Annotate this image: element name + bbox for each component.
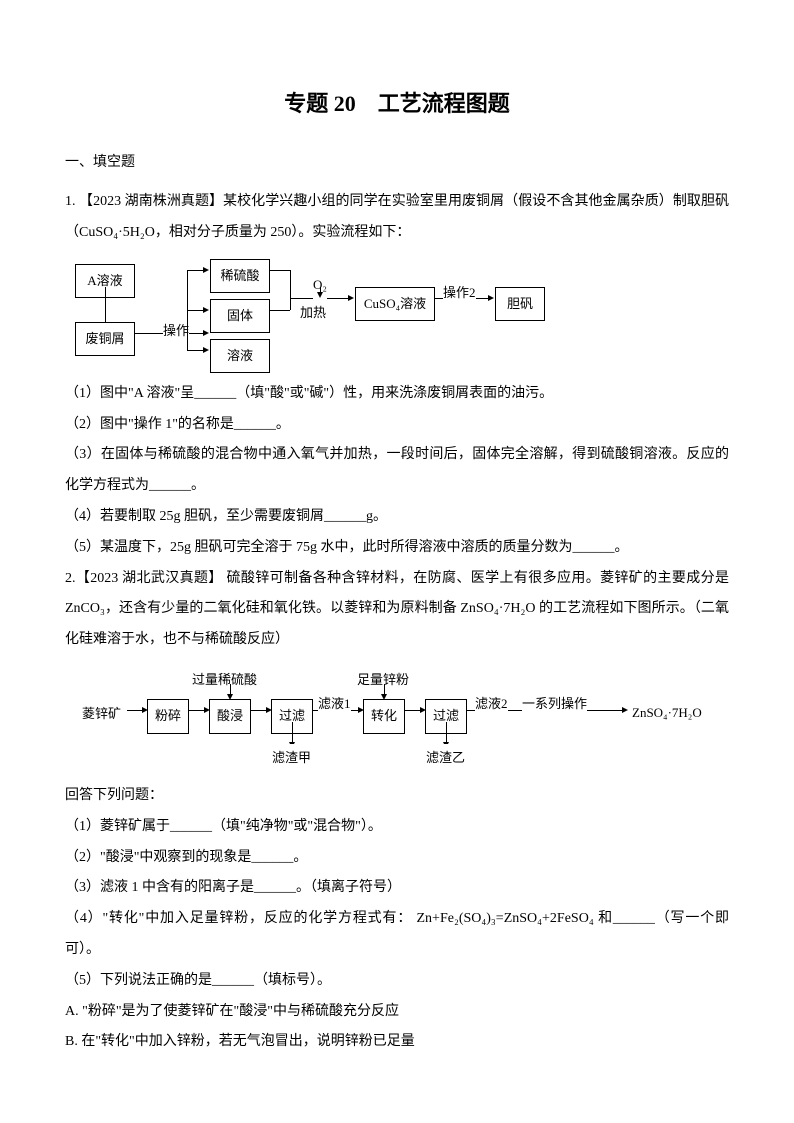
label-zn: 足量锌粉: [357, 666, 409, 695]
line: [270, 310, 290, 311]
arrow: [187, 310, 203, 311]
arrow: [187, 270, 203, 271]
arrow: [127, 710, 142, 711]
node-product: 胆矾: [495, 287, 545, 322]
q2-p2: （2）"酸浸"中观察到的现象是______。: [65, 843, 729, 874]
section-heading: 一、填空题: [65, 148, 729, 179]
q2-intro: 2.【2023 湖北武汉真题】 硫酸锌可制备各种含锌材料，在防腐、医学上有很多应…: [65, 564, 729, 656]
node-acid: 稀硫酸: [210, 259, 270, 294]
node-convert: 转化: [363, 699, 405, 734]
line: [270, 270, 290, 271]
node-leach: 酸浸: [209, 699, 251, 734]
q2-optA: A. "粉碎"是为了使菱锌矿在"酸浸"中与稀硫酸充分反应: [65, 997, 729, 1028]
line: [105, 287, 106, 322]
label-ops: 一系列操作: [522, 690, 587, 719]
q2-p3: （3）滤液 1 中含有的阳离子是______。（填离子符号）: [65, 873, 729, 904]
label-filtrate2: 滤液2: [475, 690, 508, 719]
label-h2so4: 过量稀硫酸: [192, 666, 257, 695]
q2-equation: Zn+Fe₂(SO₄)₃=ZnSO₄+2FeSO₄: [417, 911, 594, 926]
arrow: [187, 350, 203, 351]
node-solution: 溶液: [210, 339, 270, 374]
arrow: [189, 710, 204, 711]
node-ore: 菱锌矿: [82, 700, 121, 729]
flowchart-1: A溶液 废铜屑 稀硫酸 固体 溶液 CuSO₄溶液 胆矾 操作 O₂ 加热 操作…: [75, 259, 555, 369]
node-solid: 固体: [210, 299, 270, 334]
q1-p3: （3）在固体与稀硫酸的混合物中通入氧气并加热，一段时间后，固体完全溶解，得到硫酸…: [65, 440, 729, 502]
q1-p4: （4）若要制取 25g 胆矾，至少需要废铜屑______g。: [65, 502, 729, 533]
label-residue1: 滤渣甲: [272, 744, 311, 773]
q2-p4a: （4）"转化"中加入足量锌粉，反应的化学方程式有：: [65, 911, 412, 926]
q2-p1: （1）菱锌矿属于______（填"纯净物"或"混合物"）。: [65, 812, 729, 843]
flowchart-2: 菱锌矿 粉碎 酸浸 过滤 滤液1 转化 过滤 滤液2 一系列操作 ZnSO₄·7…: [82, 666, 712, 771]
label-residue2: 滤渣乙: [426, 744, 465, 773]
arrow: [446, 722, 447, 742]
q1-p1: （1）图中"A 溶液"呈______（填"酸"或"碱"）性，用来洗涤废铜屑表面的…: [65, 379, 729, 410]
label-op1: 操作: [163, 317, 189, 346]
label-heat: 加热: [300, 299, 326, 328]
line: [290, 270, 291, 310]
label-filtrate1: 滤液1: [318, 690, 351, 719]
q2-answer: 回答下列问题：: [65, 781, 729, 812]
arrow: [292, 722, 293, 742]
arrow: [230, 684, 231, 694]
q2-optB: B. 在"转化"中加入锌粉，若无气泡冒出，说明锌粉已足量: [65, 1027, 729, 1058]
label-op2: 操作2: [443, 279, 476, 308]
page-title: 专题 20 工艺流程图题: [65, 80, 729, 128]
q1-intro: 1. 【2023 湖南株洲真题】某校化学兴趣小组的同学在实验室里用废铜屑（假设不…: [65, 187, 729, 249]
node-crush: 粉碎: [147, 699, 189, 734]
node-cuso4: CuSO₄溶液: [355, 287, 435, 322]
q1-p5: （5）某温度下，25g 胆矾可完全溶于 75g 水中，此时所得溶液中溶质的质量分…: [65, 533, 729, 564]
q2-p4: （4）"转化"中加入足量锌粉，反应的化学方程式有： Zn+Fe₂(SO₄)₃=Z…: [65, 904, 729, 966]
node-copper: 废铜屑: [75, 322, 135, 357]
arrow: [320, 287, 321, 292]
arrow: [251, 710, 266, 711]
q2-p5: （5）下列说法正确的是______（填标号）。: [65, 966, 729, 997]
q1-p2: （2）图中"操作 1"的名称是______。: [65, 410, 729, 441]
arrow: [384, 684, 385, 694]
node-product2: ZnSO₄·7H₂O: [632, 699, 702, 728]
arrow: [405, 710, 420, 711]
